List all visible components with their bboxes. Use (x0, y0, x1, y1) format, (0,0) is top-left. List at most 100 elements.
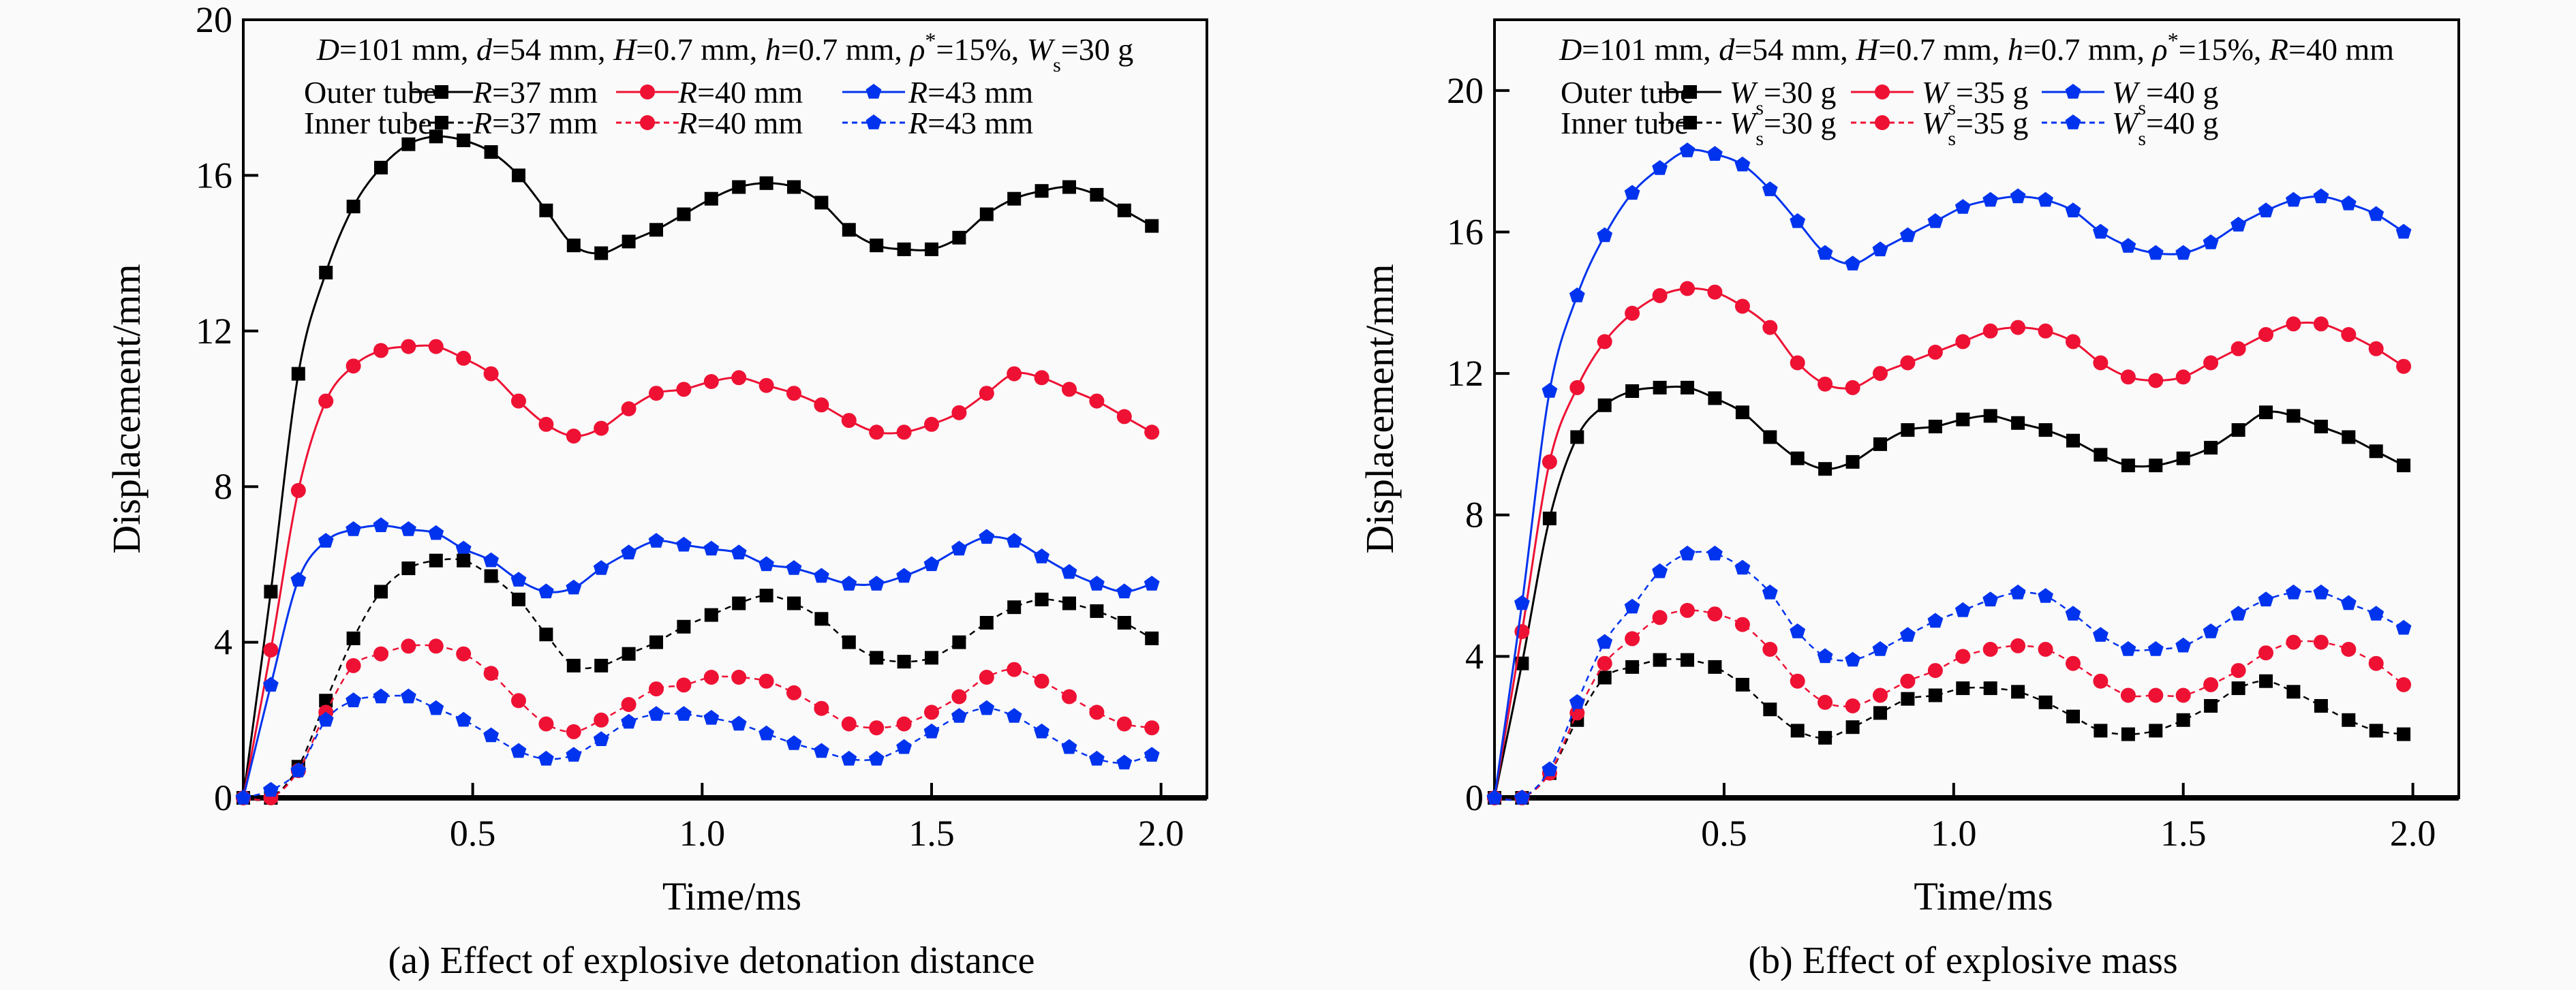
data-point (1955, 649, 1971, 664)
data-point (594, 658, 609, 672)
data-point (2230, 341, 2246, 356)
data-point (1569, 694, 1585, 709)
data-point (786, 735, 802, 750)
data-point (346, 521, 361, 536)
data-point (1734, 559, 1751, 575)
series-inner-tube-1 (236, 638, 1160, 805)
data-point (952, 635, 966, 649)
data-point (456, 646, 472, 662)
data-point (1145, 631, 1159, 645)
data-point (897, 242, 911, 256)
data-point (758, 377, 774, 393)
data-point (1597, 398, 1612, 412)
data-point (346, 692, 361, 707)
legend-entry-label: R=37 mm (472, 75, 598, 110)
data-point (2038, 423, 2053, 437)
data-point (429, 553, 443, 568)
data-point (1653, 653, 1667, 667)
series-outer-tube-2 (1486, 142, 2412, 805)
data-point (1034, 184, 1049, 198)
data-point (1845, 698, 1860, 713)
data-point (1982, 323, 1998, 339)
data-point (787, 180, 801, 194)
data-point (1007, 600, 1022, 615)
data-point (1006, 708, 1022, 723)
data-point (925, 651, 938, 665)
data-point (2147, 641, 2164, 656)
data-point (897, 655, 911, 669)
data-point (841, 750, 857, 766)
data-point (1144, 720, 1160, 736)
data-point (1734, 156, 1751, 172)
data-point (979, 616, 994, 630)
data-point (2066, 334, 2081, 350)
data-point (594, 712, 609, 728)
data-point (2149, 459, 2163, 473)
data-point (1954, 602, 1971, 617)
data-point (566, 747, 582, 762)
data-point (290, 572, 307, 587)
data-point (1570, 430, 1584, 444)
data-point (1790, 623, 1806, 638)
data-point (290, 482, 306, 498)
data-point (1901, 692, 1915, 706)
data-point (2093, 355, 2109, 371)
data-point (1652, 288, 1668, 303)
data-point (2340, 595, 2357, 610)
data-point (2286, 584, 2301, 600)
data-point (979, 529, 995, 544)
data-point (1090, 187, 1104, 202)
data-point (2396, 358, 2412, 374)
data-point (2038, 695, 2053, 709)
data-point (1763, 702, 1777, 717)
legend-entry-label: Ws=40 g (2112, 75, 2218, 119)
x-axis-label: Time/ms (662, 874, 801, 918)
data-point (1707, 146, 1723, 161)
data-point (925, 242, 938, 256)
data-point (1542, 761, 1558, 777)
data-point (538, 416, 554, 432)
data-point (732, 180, 746, 194)
data-point (401, 638, 416, 654)
data-point (2120, 238, 2136, 253)
series-line (1493, 386, 2404, 799)
data-point (1818, 376, 1833, 392)
data-point (373, 688, 389, 704)
data-point (1089, 393, 1105, 409)
legend-marker (435, 85, 448, 99)
data-point (1624, 598, 1640, 614)
y-axis-label: Displacement/mm (104, 264, 149, 553)
series-line (1494, 609, 2404, 801)
parameter-annotation: D=101 mm, d=54 mm, H=0.7 mm, h=0.7 mm, ρ… (316, 28, 1133, 76)
data-point (2230, 663, 2246, 679)
data-point (2147, 245, 2164, 260)
data-point (1486, 790, 1503, 805)
data-point (511, 693, 526, 709)
data-point (2342, 713, 2356, 727)
data-point (1089, 750, 1105, 766)
data-point (401, 561, 416, 576)
legend-marker (2065, 114, 2081, 129)
data-point (346, 200, 361, 214)
legend-entry-label: R=40 mm (677, 75, 803, 110)
x-tick-label: 2.0 (2390, 813, 2436, 854)
data-point (2011, 685, 2025, 699)
data-point (951, 689, 967, 705)
series-inner-tube-2 (235, 688, 1160, 805)
data-point (786, 685, 801, 700)
x-tick-label: 1.5 (2160, 813, 2207, 854)
data-point (1845, 720, 1860, 734)
data-point (1062, 596, 1076, 610)
legend-entry-label: R=37 mm (472, 106, 598, 140)
data-point (1954, 199, 1971, 214)
data-point (1515, 656, 1529, 670)
data-point (1845, 256, 1860, 270)
data-point (1597, 655, 1612, 671)
data-point (1624, 185, 1640, 200)
series-outer-tube-1 (1487, 281, 2412, 805)
data-point (1089, 576, 1105, 591)
data-point (1625, 660, 1640, 674)
series-line (242, 344, 1152, 799)
data-point (1007, 191, 1022, 206)
